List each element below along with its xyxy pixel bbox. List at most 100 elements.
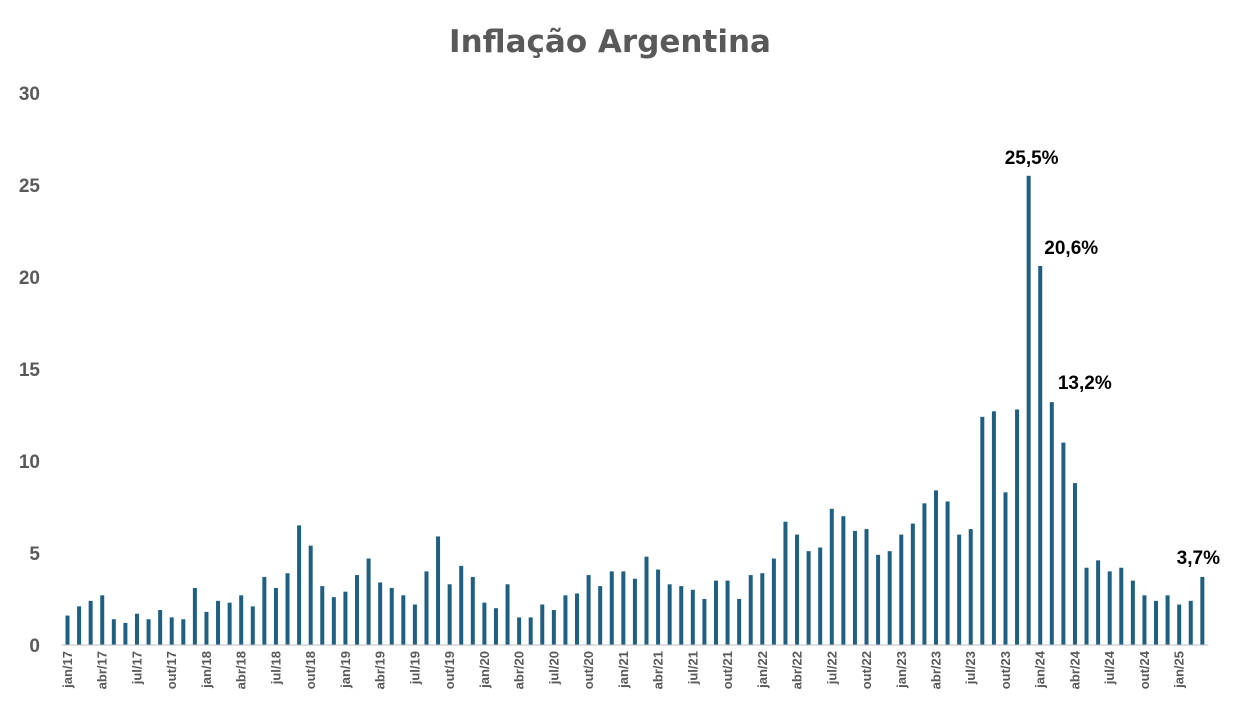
bar <box>65 615 70 645</box>
x-tick-label: out/23 <box>998 651 1013 689</box>
x-tick-label: jul/17 <box>129 651 144 685</box>
x-tick-label: jul/20 <box>546 651 561 685</box>
x-tick-label: out/18 <box>303 651 318 689</box>
bar <box>783 521 788 645</box>
bar <box>401 595 406 645</box>
x-tick-label: abr/21 <box>651 651 666 689</box>
bar <box>575 593 580 645</box>
bar <box>1142 595 1147 645</box>
x-tick-label: out/21 <box>720 651 735 689</box>
bar <box>991 411 996 645</box>
x-tick-label: jul/18 <box>268 651 283 685</box>
bar <box>343 591 348 645</box>
bar <box>297 525 302 645</box>
bar <box>945 501 950 645</box>
bar <box>273 587 278 645</box>
bar <box>818 547 823 645</box>
bar <box>1015 409 1020 645</box>
bar <box>725 580 730 645</box>
bar <box>748 575 753 645</box>
x-tick-label: jan/23 <box>894 651 909 689</box>
bar <box>609 571 614 645</box>
bar <box>169 617 174 645</box>
bar <box>702 599 707 645</box>
bar <box>158 610 163 645</box>
bar <box>968 529 973 645</box>
bar <box>1026 175 1031 646</box>
bar <box>841 516 846 645</box>
bar <box>192 587 197 645</box>
x-tick-label: out/20 <box>581 651 596 689</box>
bar <box>586 575 591 645</box>
bar <box>899 534 904 645</box>
x-tick-label: abr/17 <box>95 651 110 689</box>
x-tick-label: jan/17 <box>60 651 75 689</box>
bar <box>980 416 985 645</box>
bar <box>447 584 452 645</box>
bar <box>563 595 568 645</box>
bar <box>1003 492 1008 645</box>
bar <box>1061 442 1066 645</box>
bar <box>656 569 661 645</box>
bar <box>957 534 962 645</box>
bar <box>795 534 800 645</box>
bar <box>424 571 429 645</box>
bar <box>876 554 881 645</box>
bar <box>910 523 915 645</box>
y-axis: 0 5 10 15 20 25 30 <box>19 84 41 657</box>
bar <box>679 586 684 645</box>
data-labels: 25,5% 20,6% 13,2% 3,7% <box>1005 148 1220 569</box>
x-tick-label: jul/21 <box>685 651 700 685</box>
x-tick-label: abr/18 <box>234 651 249 689</box>
bar <box>621 571 626 645</box>
bar <box>239 595 244 645</box>
y-tick-label: 25 <box>19 176 41 197</box>
y-tick-label: 30 <box>19 84 40 105</box>
bar <box>1177 604 1182 645</box>
bar <box>250 606 255 645</box>
x-tick-label: abr/22 <box>790 651 805 689</box>
bar <box>864 529 869 645</box>
bar <box>216 600 221 645</box>
bar <box>528 617 533 645</box>
data-label: 13,2% <box>1058 373 1112 394</box>
bar <box>1165 595 1170 645</box>
x-tick-label: jan/20 <box>477 651 492 689</box>
x-tick-label: jul/22 <box>824 651 839 685</box>
bar <box>262 576 267 645</box>
bar <box>285 573 290 645</box>
bar <box>204 611 209 645</box>
x-tick-label: jul/24 <box>1102 650 1117 685</box>
bar <box>378 582 383 645</box>
bar <box>517 617 522 645</box>
x-tick-label: jan/22 <box>755 651 770 689</box>
bar <box>1200 576 1205 645</box>
x-tick-label: out/24 <box>1137 650 1152 689</box>
bar <box>922 503 927 645</box>
x-tick-label: jan/21 <box>616 651 631 689</box>
x-tick-label: jan/19 <box>338 651 353 689</box>
bar <box>1188 600 1193 645</box>
bar <box>771 558 776 645</box>
bar <box>713 580 718 645</box>
bar <box>551 610 556 645</box>
y-tick-label: 5 <box>29 544 40 565</box>
bar <box>760 573 765 645</box>
x-tick-label: abr/19 <box>373 651 388 689</box>
bar <box>887 551 892 645</box>
bar <box>690 589 695 645</box>
bar <box>806 551 811 645</box>
bar <box>227 602 232 645</box>
bar <box>1119 567 1124 645</box>
bar <box>934 490 938 645</box>
bar <box>389 587 394 645</box>
bar <box>482 602 487 645</box>
bar <box>308 545 313 645</box>
bar <box>852 530 857 645</box>
bar <box>1107 571 1112 645</box>
x-tick-label: jan/24 <box>1033 650 1048 689</box>
bar <box>459 565 464 645</box>
bar <box>1084 567 1089 645</box>
bar <box>181 619 186 645</box>
